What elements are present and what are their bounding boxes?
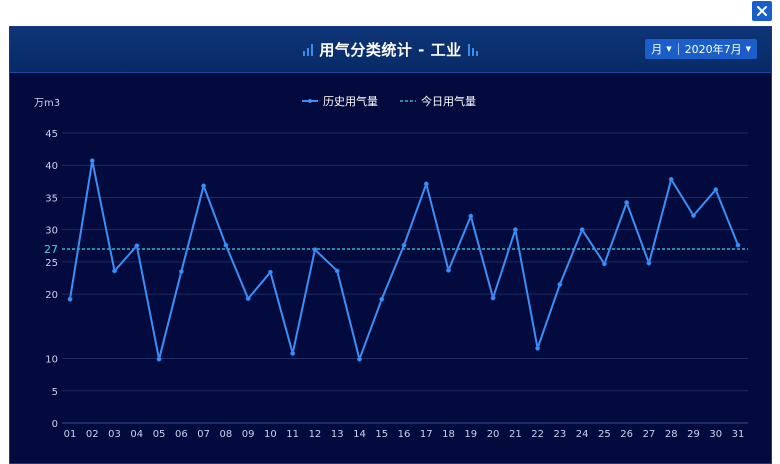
x-tick-label: 21 xyxy=(509,429,522,440)
y-tick-label: 35 xyxy=(45,193,58,204)
data-point xyxy=(512,227,518,233)
x-tick-label: 06 xyxy=(175,429,188,440)
y-tick-label: 40 xyxy=(45,161,58,172)
data-point xyxy=(89,158,95,164)
data-point xyxy=(601,261,607,267)
data-point xyxy=(446,267,451,273)
data-point xyxy=(735,242,741,248)
data-point xyxy=(713,187,719,193)
date-select[interactable]: 2020年7月 ▼ xyxy=(679,39,757,59)
bars-left-icon xyxy=(303,43,314,56)
data-point xyxy=(357,356,362,362)
data-point xyxy=(579,227,585,233)
data-point xyxy=(245,296,251,302)
x-tick-label: 03 xyxy=(108,429,121,440)
y-tick-label: 20 xyxy=(45,290,58,301)
data-point xyxy=(334,268,340,274)
select-divider xyxy=(677,43,679,55)
data-point xyxy=(557,281,563,287)
x-tick-label: 28 xyxy=(665,429,678,440)
legend-label-today: 今日用气量 xyxy=(421,94,476,108)
legend-label-history: 历史用气量 xyxy=(323,94,378,108)
series-line-history xyxy=(69,159,739,361)
x-tick-label: 14 xyxy=(353,429,366,440)
y-tick-label: 45 xyxy=(45,129,58,140)
data-point xyxy=(468,213,474,219)
x-tick-label: 27 xyxy=(643,429,656,440)
panel-header: 用气分类统计 - 工业 月 ▼ 2020年7月 ▼ xyxy=(10,27,771,73)
data-point xyxy=(401,242,407,248)
x-tick-label: 26 xyxy=(620,429,633,440)
x-tick-label: 16 xyxy=(398,429,411,440)
x-tick-label: 24 xyxy=(576,429,589,440)
bars-right-icon xyxy=(467,43,478,56)
x-tick-label: 20 xyxy=(487,429,500,440)
data-point xyxy=(290,350,296,356)
caret-down-icon: ▼ xyxy=(666,45,672,53)
data-point xyxy=(267,269,273,275)
data-point xyxy=(624,200,630,206)
period-select-value: 月 xyxy=(651,43,663,56)
x-tick-label: 07 xyxy=(197,429,210,440)
x-tick-label: 01 xyxy=(64,429,77,440)
data-point xyxy=(67,296,73,302)
data-point xyxy=(312,247,318,253)
x-tick-label: 11 xyxy=(286,429,299,440)
x-tick-label: 23 xyxy=(553,429,566,440)
y-tick-label: 5 xyxy=(52,387,58,398)
page-title: 用气分类统计 - 工业 xyxy=(319,41,462,59)
x-tick-label: 29 xyxy=(687,429,700,440)
data-point xyxy=(668,176,674,182)
data-point xyxy=(112,268,117,274)
data-point xyxy=(134,243,140,249)
legend-marker-history xyxy=(308,99,312,103)
reference-value-label: 27 xyxy=(44,243,58,256)
x-tick-label: 10 xyxy=(264,429,277,440)
data-point xyxy=(691,213,696,218)
y-tick-label: 10 xyxy=(45,355,58,366)
data-point xyxy=(223,242,229,248)
x-tick-label: 13 xyxy=(331,429,344,440)
x-tick-label: 04 xyxy=(130,429,143,440)
x-tick-label: 15 xyxy=(375,429,388,440)
data-point xyxy=(490,295,496,301)
period-select[interactable]: 月 ▼ xyxy=(645,39,677,59)
x-tick-label: 30 xyxy=(709,429,722,440)
x-tick-label: 12 xyxy=(309,429,322,440)
date-select-value: 2020年7月 xyxy=(684,43,742,56)
x-tick-label: 02 xyxy=(86,429,99,440)
title-group: 用气分类统计 - 工业 xyxy=(10,27,771,72)
y-tick-label: 25 xyxy=(45,258,58,269)
y-axis-label: 万m3 xyxy=(34,98,60,109)
data-point xyxy=(379,296,385,302)
data-point xyxy=(535,345,541,351)
data-point xyxy=(423,181,429,187)
x-tick-label: 18 xyxy=(442,429,455,440)
data-point xyxy=(178,269,184,275)
data-point xyxy=(646,260,652,266)
filter-controls: 月 ▼ 2020年7月 ▼ xyxy=(645,39,757,59)
data-point xyxy=(156,356,162,362)
y-tick-label: 30 xyxy=(45,226,58,237)
x-tick-label: 31 xyxy=(732,429,745,440)
y-tick-label: 0 xyxy=(52,419,58,430)
x-tick-label: 17 xyxy=(420,429,433,440)
caret-down-icon: ▼ xyxy=(745,45,751,53)
x-tick-label: 08 xyxy=(219,429,232,440)
x-tick-label: 09 xyxy=(242,429,255,440)
close-icon xyxy=(757,6,767,16)
x-tick-label: 05 xyxy=(153,429,166,440)
x-tick-label: 19 xyxy=(464,429,477,440)
data-point xyxy=(201,183,207,189)
x-tick-label: 25 xyxy=(598,429,611,440)
close-button[interactable] xyxy=(752,1,772,21)
x-tick-label: 22 xyxy=(531,429,544,440)
